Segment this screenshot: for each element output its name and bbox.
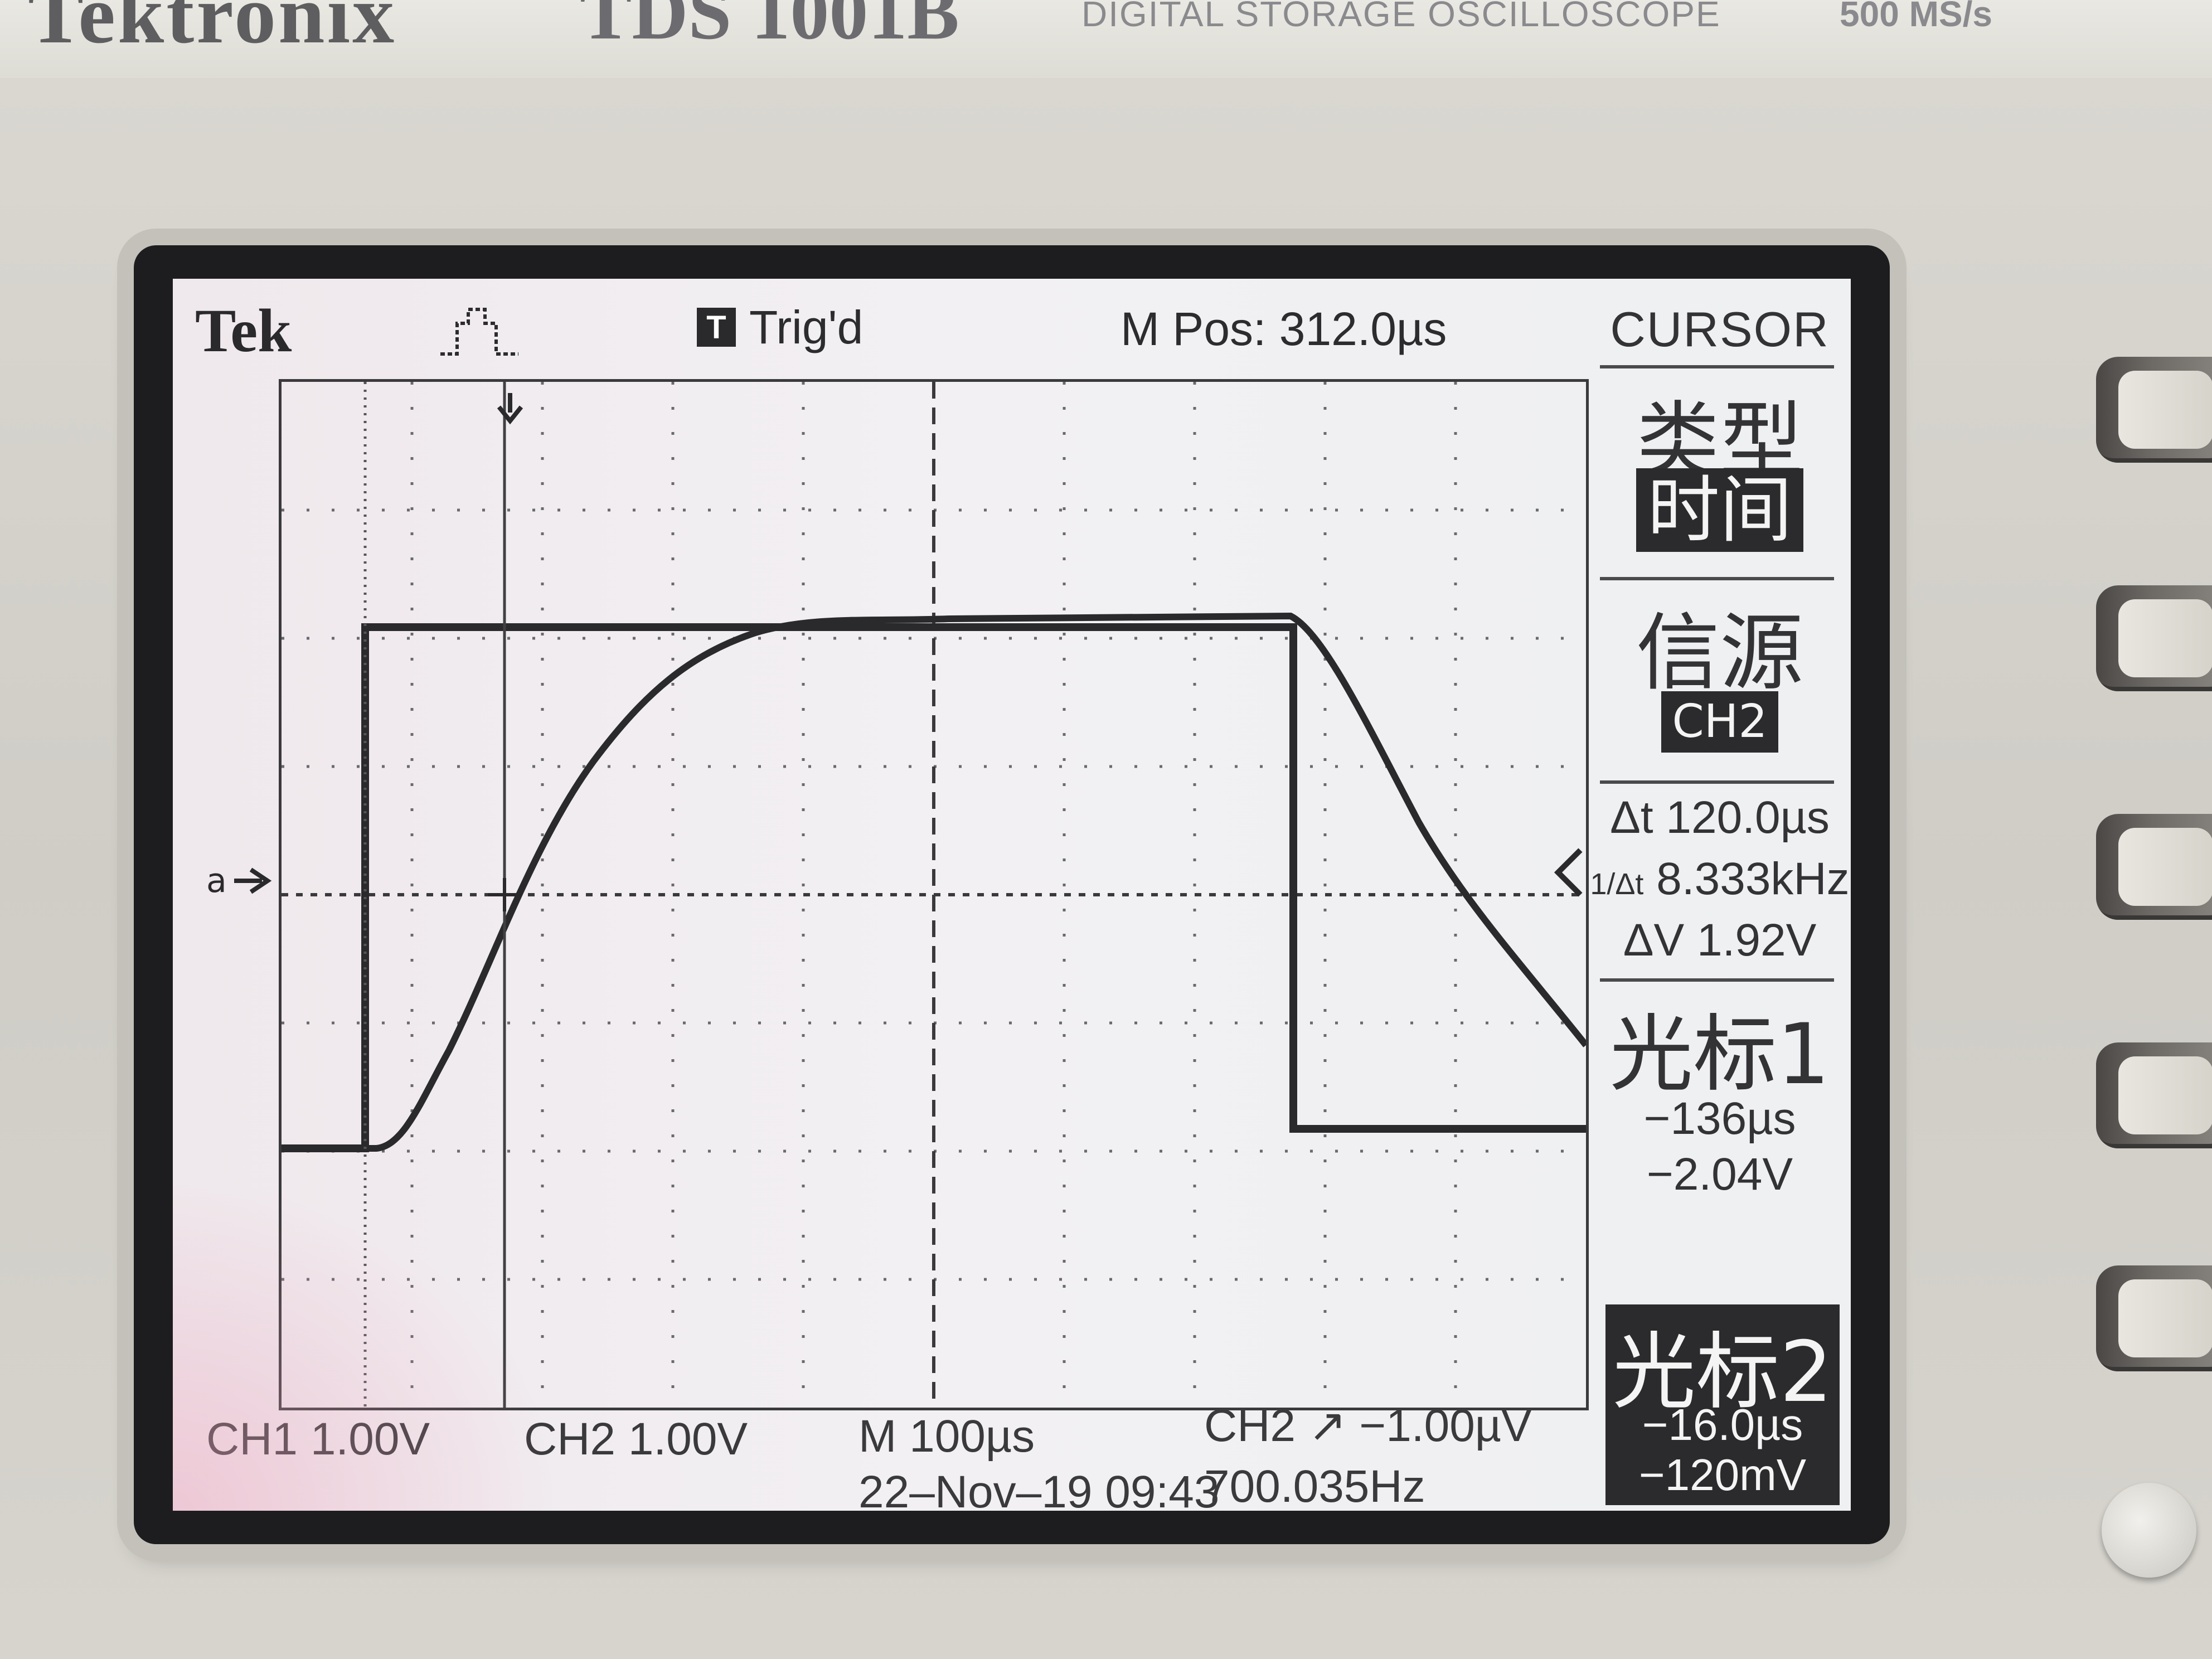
cursor2-label: 光标2 bbox=[1612, 1324, 1833, 1421]
option-button-1[interactable] bbox=[2096, 357, 2212, 463]
cursor1-label[interactable]: 光标1 bbox=[1609, 1006, 1830, 1103]
menu-separator bbox=[1600, 780, 1834, 784]
svg-text:a: a bbox=[206, 861, 227, 900]
menu-title: CURSOR bbox=[1610, 302, 1830, 357]
cursor-source-value[interactable]: CH2 bbox=[1661, 691, 1778, 753]
ch2-scale: CH2 1.00V bbox=[524, 1414, 748, 1464]
waveform-graticule bbox=[279, 379, 1589, 1410]
delta-v-readout: ΔV 1.92V bbox=[1623, 915, 1817, 966]
cursor1-time: −136µs bbox=[1643, 1093, 1796, 1144]
delta-t-readout: Δt 120.0µs bbox=[1610, 792, 1830, 843]
screen-frame: Tek T Trig'd M Pos: 312.0µs bbox=[134, 245, 1890, 1544]
trigger-status: T Trig'd bbox=[697, 300, 864, 353]
cursor-menu: CURSOR 类型 时间 信源 CH2 Δt 120.0µs 1/Δt 8.33… bbox=[1589, 301, 1851, 1511]
waveform-display bbox=[282, 382, 1586, 1408]
date-time: 22–Nov–19 09:43 bbox=[858, 1467, 1220, 1511]
cursor2-selected-panel[interactable]: 光标2 −16.0µs −120mV bbox=[1605, 1304, 1840, 1505]
cursor2-voltage: −120mV bbox=[1638, 1450, 1807, 1500]
channel-ground-marker-icon: a bbox=[206, 861, 272, 900]
trigger-level-marker bbox=[1554, 848, 1583, 897]
frequency-readout: 700.035Hz bbox=[1204, 1461, 1425, 1511]
menu-separator bbox=[1600, 365, 1834, 368]
cursor-source-label: 信源 bbox=[1636, 605, 1803, 702]
cursor2-time: −16.0µs bbox=[1642, 1400, 1803, 1449]
inverse-delta-t-value: 8.333kHz bbox=[1656, 853, 1850, 904]
center-axes bbox=[282, 382, 1586, 1408]
menu-separator bbox=[1600, 978, 1834, 982]
round-button[interactable] bbox=[2102, 1483, 2196, 1578]
cursor2-crosshair bbox=[488, 878, 521, 911]
cursor-type-value[interactable]: 时间 bbox=[1636, 468, 1803, 552]
ch1-scale: CH1 1.00V bbox=[206, 1414, 430, 1464]
timebase-readout: M 100µs bbox=[858, 1411, 1035, 1462]
sample-rate-label: 500 MS/s bbox=[1840, 0, 1992, 34]
tek-logo: Tek bbox=[195, 297, 292, 365]
brand-name: Tektronix bbox=[28, 0, 397, 61]
main-position-readout: M Pos: 312.0µs bbox=[1120, 303, 1447, 355]
option-button-5[interactable] bbox=[2096, 1265, 2212, 1371]
trigger-readout: CH2 ↗ −1.00µV bbox=[1204, 1400, 1532, 1451]
option-button-2[interactable] bbox=[2096, 585, 2212, 691]
model-name: TDS 1001B bbox=[580, 0, 959, 56]
lcd-screen: Tek T Trig'd M Pos: 312.0µs bbox=[173, 279, 1851, 1511]
inverse-delta-t-symbol: 1/Δt bbox=[1590, 867, 1644, 901]
menu-separator bbox=[1600, 577, 1834, 580]
instrument-header: Tektronix TDS 1001B DIGITAL STORAGE OSCI… bbox=[0, 0, 2212, 81]
acquire-mode-icon bbox=[440, 308, 518, 356]
option-button-4[interactable] bbox=[2096, 1042, 2212, 1148]
ch2-trace bbox=[282, 612, 1586, 1152]
trigger-mode-icon: T bbox=[697, 308, 736, 347]
trigger-status-text: Trig'd bbox=[749, 300, 864, 353]
cursor1-voltage: −2.04V bbox=[1646, 1149, 1793, 1200]
inverse-delta-t-readout: 1/Δt 8.333kHz bbox=[1589, 853, 1851, 905]
trigger-position-marker bbox=[497, 393, 523, 425]
option-button-3[interactable] bbox=[2096, 814, 2212, 920]
model-description: DIGITAL STORAGE OSCILLOSCOPE bbox=[1081, 0, 1721, 34]
